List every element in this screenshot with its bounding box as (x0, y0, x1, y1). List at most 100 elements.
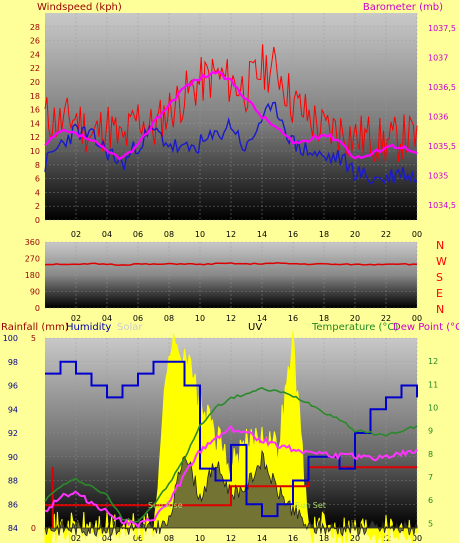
windspeed-tick: 6 (35, 175, 40, 184)
windspeed-tick: 14 (30, 119, 40, 128)
humidity-tick: 90 (8, 453, 18, 462)
x-tick-label: 04 (102, 534, 112, 543)
sunrise-annotation: Sun Rise (148, 501, 183, 510)
windspeed-tick: 0 (35, 216, 40, 225)
windspeed-axis-label: Windspeed (kph) (37, 2, 122, 13)
barometer-tick: 1035 (428, 172, 448, 181)
temperature-axis-label: Temperature (°C) (311, 322, 398, 333)
windspeed-tick: 16 (30, 106, 40, 115)
temperature-tick: 8 (428, 450, 433, 459)
humidity-tick: 84 (8, 524, 18, 533)
dir-label-n1: N (436, 239, 444, 252)
x-tick-label: 02 (71, 314, 81, 323)
humidity-axis-label: Humidity (66, 322, 111, 333)
barometer-tick-labels: 1034,5 1035 1035,5 1036 1036,5 1037 1037,5 (428, 24, 456, 210)
x-tick-label: 16 (288, 534, 298, 543)
x-tick-label: 12 (226, 534, 236, 543)
windspeed-tick: 10 (30, 147, 40, 156)
humidity-tick: 98 (8, 358, 18, 367)
direction-degree-tick: 90 (30, 288, 40, 297)
windspeed-line (44, 44, 418, 163)
x-tick-label: 06 (133, 314, 143, 323)
x-tick-label: 18 (319, 314, 329, 323)
mid-panel-grid (45, 241, 418, 309)
x-tick-label: 20 (350, 230, 360, 239)
x-tick-label: 08 (164, 314, 174, 323)
barometer-tick: 1036 (428, 113, 448, 122)
top-series-lines (44, 44, 418, 185)
temperature-line (44, 387, 418, 523)
x-tick-label: 22 (381, 230, 391, 239)
dewpoint-line (44, 424, 418, 529)
bottom-series (44, 331, 418, 543)
humidity-tick-labels: 84 86 88 90 92 94 96 98 100 (3, 334, 18, 533)
sunset-annotation: Sun Set (295, 501, 326, 510)
windspeed-tick: 18 (30, 92, 40, 101)
mid-x-tick-labels: 02 04 06 08 10 12 14 16 18 20 22 00 (71, 314, 422, 323)
x-tick-label: 10 (195, 534, 205, 543)
barometer-line (44, 70, 418, 161)
barometer-tick: 1036,5 (428, 83, 456, 92)
direction-degree-tick: 0 (35, 304, 40, 313)
dir-label-n2: N (436, 303, 444, 316)
x-tick-label: 20 (350, 314, 360, 323)
x-tick-label: 14 (257, 534, 267, 543)
x-tick-label: 20 (350, 534, 360, 543)
temperature-tick: 9 (428, 427, 433, 436)
rainfall-tick-labels: 05 (31, 334, 36, 533)
windspeed-tick: 8 (35, 161, 40, 170)
barometer-tick: 1037,5 (428, 24, 456, 33)
x-tick-label: 02 (71, 534, 81, 543)
x-tick-label: 04 (102, 314, 112, 323)
x-tick-label: 16 (288, 314, 298, 323)
x-tick-label: 14 (257, 230, 267, 239)
rainfall-tick: 0 (31, 524, 36, 533)
dir-label-w: W (436, 255, 447, 268)
windspeed-tick: 12 (30, 133, 40, 142)
x-tick-label: 16 (288, 230, 298, 239)
bottom-x-tick-labels: 02 04 06 08 10 12 14 16 18 20 22 00 (71, 534, 422, 543)
x-tick-label: 06 (133, 534, 143, 543)
humidity-tick: 100 (3, 334, 18, 343)
x-tick-label: 22 (381, 534, 391, 543)
solar-axis-label: Solar (117, 322, 143, 333)
average-wind-line (44, 101, 418, 185)
direction-degree-tick: 270 (25, 255, 40, 264)
temperature-tick-labels: 5 6 7 8 9 10 11 12 (428, 357, 438, 528)
x-tick-label: 08 (164, 230, 174, 239)
humidity-tick: 86 (8, 500, 18, 509)
humidity-line (45, 360, 418, 518)
wind-direction-line (44, 262, 418, 266)
dewpoint-axis-label: Dew Point (°C (393, 322, 459, 333)
x-tick-label: 22 (381, 314, 391, 323)
dir-label-e: E (436, 287, 443, 300)
temperature-tick: 11 (428, 380, 438, 389)
x-tick-label: 18 (319, 534, 329, 543)
windspeed-tick: 4 (35, 188, 40, 197)
barometer-tick: 1035,5 (428, 142, 456, 151)
direction-degree-tick-labels: 0 90 180 270 360 (25, 238, 40, 313)
x-tick-label: 04 (102, 230, 112, 239)
windspeed-tick: 28 (30, 23, 40, 32)
temperature-tick: 5 (428, 519, 433, 528)
x-tick-label: 00 (412, 230, 422, 239)
windspeed-tick: 20 (30, 78, 40, 87)
x-tick-label: 12 (226, 230, 236, 239)
x-tick-label: 06 (133, 230, 143, 239)
barometer-axis-label: Barometer (mb) (363, 2, 443, 13)
x-tick-label: 00 (412, 534, 422, 543)
x-tick-label: 10 (195, 230, 205, 239)
x-tick-label: 12 (226, 314, 236, 323)
humidity-tick: 96 (8, 382, 18, 391)
barometer-tick: 1034,5 (428, 201, 456, 210)
temperature-tick: 6 (428, 496, 433, 505)
x-tick-label: 08 (164, 534, 174, 543)
x-tick-label: 02 (71, 230, 81, 239)
windspeed-tick: 26 (30, 37, 40, 46)
x-tick-label: 18 (319, 230, 329, 239)
windspeed-tick: 2 (35, 202, 40, 211)
wind-direction-line (44, 262, 418, 266)
windspeed-tick: 24 (30, 50, 40, 59)
